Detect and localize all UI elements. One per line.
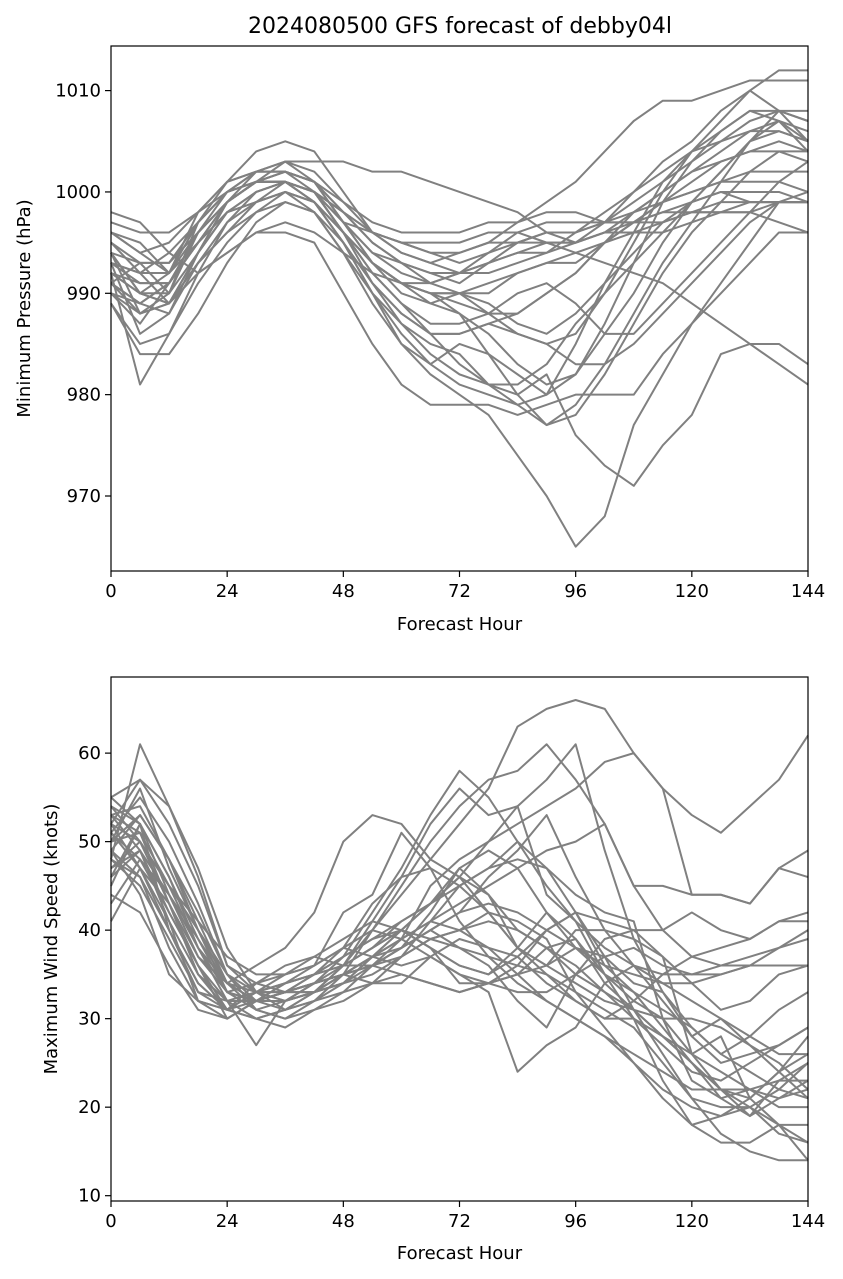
series-line-m26 — [110, 805, 809, 1126]
y-tick-label: 1000 — [55, 182, 101, 203]
y-axis-label: Maximum Wind Speed (knots) — [41, 804, 62, 1075]
series-line-m30 — [110, 814, 808, 1126]
y-tick-label: 20 — [78, 1097, 101, 1118]
y-tick-label: 10 — [78, 1186, 101, 1207]
pressure-panel: 2024080500 GFS forecast of debby04l 0 24 4… — [14, 14, 825, 635]
x-tick-label: 72 — [448, 1211, 471, 1232]
series-line-m26 — [110, 180, 809, 264]
y-tick-label: 30 — [78, 1009, 101, 1030]
x-tick-label: 120 — [675, 581, 709, 602]
x-tick-label: 0 — [105, 1211, 116, 1232]
wind-panel: 0 24 48 72 96 120 144 10 20 30 40 50 60 Forecast Hou… — [41, 676, 825, 1264]
x-tick-label: 144 — [791, 1211, 825, 1232]
x-tick-label: 48 — [332, 1211, 355, 1232]
y-axis-label: Minimum Pressure (hPa) — [14, 199, 35, 417]
y-tick-label: 1010 — [55, 81, 101, 102]
series-line-m25 — [110, 150, 809, 335]
y-tick-label: 50 — [78, 832, 101, 853]
x-tick-label: 120 — [675, 1211, 709, 1232]
x-tick-label: 72 — [448, 581, 471, 602]
x-tick-label: 96 — [564, 1211, 587, 1232]
pressure-plot-frame — [110, 45, 809, 572]
x-tick-label: 144 — [791, 581, 825, 602]
wind-series-group — [110, 699, 809, 1162]
series-line-m27 — [110, 160, 809, 335]
x-tick-label: 24 — [216, 581, 239, 602]
y-tick-label: 980 — [67, 385, 101, 406]
x-tick-label: 96 — [564, 581, 587, 602]
x-axis-label: Forecast Hour — [397, 1243, 523, 1264]
y-tick-label: 970 — [67, 486, 101, 507]
x-tick-label: 0 — [105, 581, 116, 602]
pressure-series-group — [110, 69, 809, 548]
x-axis-label: Forecast Hour — [397, 614, 523, 635]
pressure-ticks-group: 0 24 48 72 96 120 144 970 980 990 1000 1010 — [55, 81, 825, 602]
x-tick-label: 24 — [216, 1211, 239, 1232]
series-line-m25 — [110, 823, 808, 1073]
series-line-m20 — [110, 150, 808, 427]
series-line-m28 — [110, 201, 808, 315]
series-line-m29 — [110, 858, 808, 1029]
y-tick-label: 990 — [67, 283, 101, 304]
series-line-m24 — [110, 191, 809, 548]
y-tick-label: 40 — [78, 920, 101, 941]
wind-plot-frame — [110, 676, 809, 1202]
wind-ticks-group: 0 24 48 72 96 120 144 10 20 30 40 50 60 — [78, 743, 825, 1232]
series-line-m17 — [110, 109, 808, 427]
series-line-m04 — [110, 109, 809, 406]
y-tick-label: 60 — [78, 743, 101, 764]
x-tick-label: 48 — [332, 581, 355, 602]
series-line-m23 — [110, 832, 809, 1144]
chart-title: 2024080500 GFS forecast of debby04l — [248, 14, 672, 39]
